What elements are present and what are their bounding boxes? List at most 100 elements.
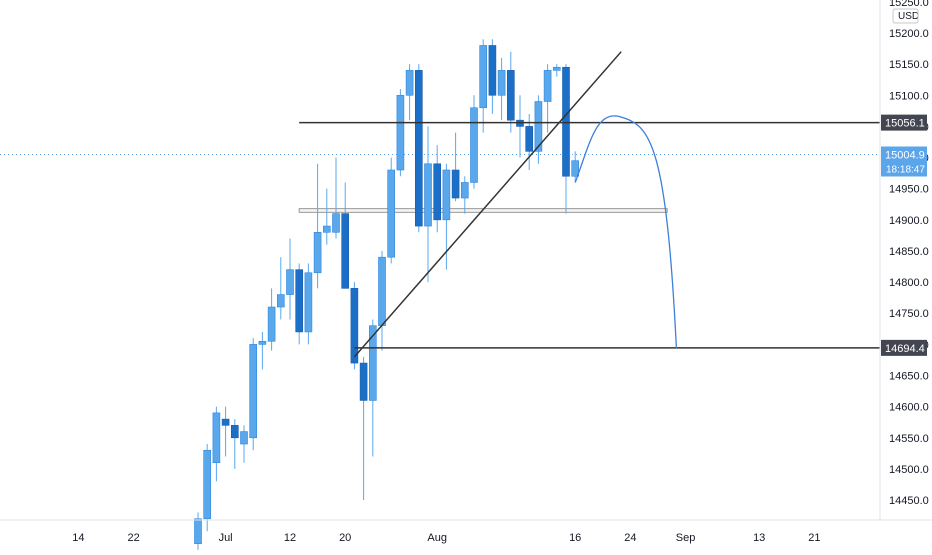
candle-body bbox=[525, 126, 534, 152]
candle[interactable] bbox=[313, 163, 322, 289]
time-tick-label: 12 bbox=[284, 532, 296, 544]
level-label: 15056.1 bbox=[885, 118, 925, 130]
candle[interactable] bbox=[267, 288, 276, 351]
candle-body bbox=[249, 344, 257, 439]
candle[interactable] bbox=[350, 282, 359, 370]
candle-body bbox=[543, 70, 552, 102]
candle-body bbox=[286, 269, 294, 295]
candle[interactable] bbox=[424, 126, 432, 283]
candle-body bbox=[231, 425, 239, 439]
time-tick-label: 14 bbox=[72, 532, 84, 544]
candle[interactable] bbox=[405, 64, 414, 121]
candle-body bbox=[460, 182, 469, 199]
candle[interactable] bbox=[497, 57, 506, 121]
candle[interactable] bbox=[396, 89, 405, 177]
candle-body bbox=[267, 306, 276, 342]
candle-body bbox=[470, 107, 478, 183]
trendline[interactable] bbox=[353, 51, 622, 358]
candle[interactable] bbox=[332, 157, 340, 239]
candle-body bbox=[212, 412, 221, 464]
time-tick-label: Aug bbox=[427, 532, 447, 544]
time-axis[interactable]: Jun1422Jul1220Aug1624Sep1321 bbox=[0, 519, 932, 544]
price-tick-label: 14950.0 bbox=[889, 184, 929, 196]
candle-body bbox=[332, 213, 340, 233]
last-price-label-bg bbox=[881, 146, 927, 177]
candle-body bbox=[552, 66, 561, 71]
price-axis[interactable]: 15250.015200.015150.015100.015050.015000… bbox=[879, 0, 929, 520]
candle[interactable] bbox=[240, 425, 248, 463]
candle-body bbox=[424, 163, 432, 227]
candle[interactable] bbox=[249, 338, 257, 451]
candle-body bbox=[562, 66, 570, 177]
price-tick-label: 14850.0 bbox=[889, 246, 929, 258]
candle[interactable] bbox=[470, 95, 478, 189]
time-tick-label: 24 bbox=[624, 532, 636, 544]
candle[interactable] bbox=[368, 319, 377, 457]
candle-body bbox=[451, 169, 460, 199]
candle-body bbox=[350, 288, 359, 364]
candle-body bbox=[571, 160, 580, 177]
candle[interactable] bbox=[304, 263, 313, 345]
candle[interactable] bbox=[488, 39, 497, 114]
candle[interactable] bbox=[552, 64, 561, 77]
candle-body bbox=[396, 94, 405, 171]
candle-body bbox=[442, 169, 451, 221]
candle[interactable] bbox=[258, 331, 267, 370]
candle[interactable] bbox=[433, 145, 442, 233]
last-price-label: 15004.9 bbox=[885, 150, 925, 162]
candle[interactable] bbox=[231, 419, 239, 469]
candle-body bbox=[359, 362, 368, 401]
candle-body bbox=[258, 340, 267, 345]
candle[interactable] bbox=[506, 51, 515, 133]
candle-body bbox=[405, 70, 414, 96]
candle[interactable] bbox=[341, 182, 350, 289]
candle-body bbox=[534, 101, 543, 152]
candle-body bbox=[276, 294, 285, 308]
candle-body bbox=[497, 70, 506, 96]
projection-curve[interactable] bbox=[574, 115, 678, 349]
candle[interactable] bbox=[295, 263, 304, 345]
candle[interactable] bbox=[571, 151, 580, 183]
price-tick-label: 14600.0 bbox=[889, 402, 929, 414]
currency-box bbox=[892, 8, 919, 24]
candle-body bbox=[506, 70, 515, 121]
candle[interactable] bbox=[387, 157, 396, 264]
candle[interactable] bbox=[322, 188, 331, 245]
candle[interactable] bbox=[479, 39, 488, 133]
price-tick-label: 14750.0 bbox=[889, 308, 929, 320]
time-tick-label: 16 bbox=[569, 532, 581, 544]
time-tick-label: 21 bbox=[808, 532, 820, 544]
candle-body bbox=[194, 518, 202, 544]
time-tick-label: Jul bbox=[219, 532, 233, 544]
price-tick-label: 14450.0 bbox=[889, 495, 929, 507]
candle[interactable] bbox=[203, 444, 211, 532]
countdown-label: 18:18:47 bbox=[886, 165, 925, 176]
candle[interactable] bbox=[562, 64, 570, 214]
candle[interactable] bbox=[451, 132, 460, 202]
price-tick-label: 15250.0 bbox=[889, 0, 929, 9]
candle[interactable] bbox=[543, 64, 552, 133]
candle[interactable] bbox=[534, 95, 543, 164]
level-label-bg bbox=[881, 114, 927, 131]
candle[interactable] bbox=[212, 406, 221, 482]
time-tick-label: 13 bbox=[753, 532, 765, 544]
candle[interactable] bbox=[276, 257, 285, 320]
price-tick-label: 14500.0 bbox=[889, 464, 929, 476]
level-label-bg bbox=[881, 339, 927, 356]
candle[interactable] bbox=[460, 176, 469, 214]
currency-label: USD bbox=[898, 11, 919, 22]
candle-body bbox=[414, 70, 423, 227]
candle[interactable] bbox=[359, 356, 368, 501]
candle[interactable] bbox=[221, 406, 230, 457]
price-tick-label: 14900.0 bbox=[889, 215, 929, 227]
candle[interactable] bbox=[194, 512, 202, 550]
price-tick-label: 15150.0 bbox=[889, 59, 929, 71]
candle-body bbox=[488, 45, 497, 96]
candle[interactable] bbox=[286, 238, 294, 320]
price-tick-label: 14550.0 bbox=[889, 433, 929, 445]
candle-body bbox=[304, 272, 313, 333]
candle[interactable] bbox=[414, 64, 423, 233]
